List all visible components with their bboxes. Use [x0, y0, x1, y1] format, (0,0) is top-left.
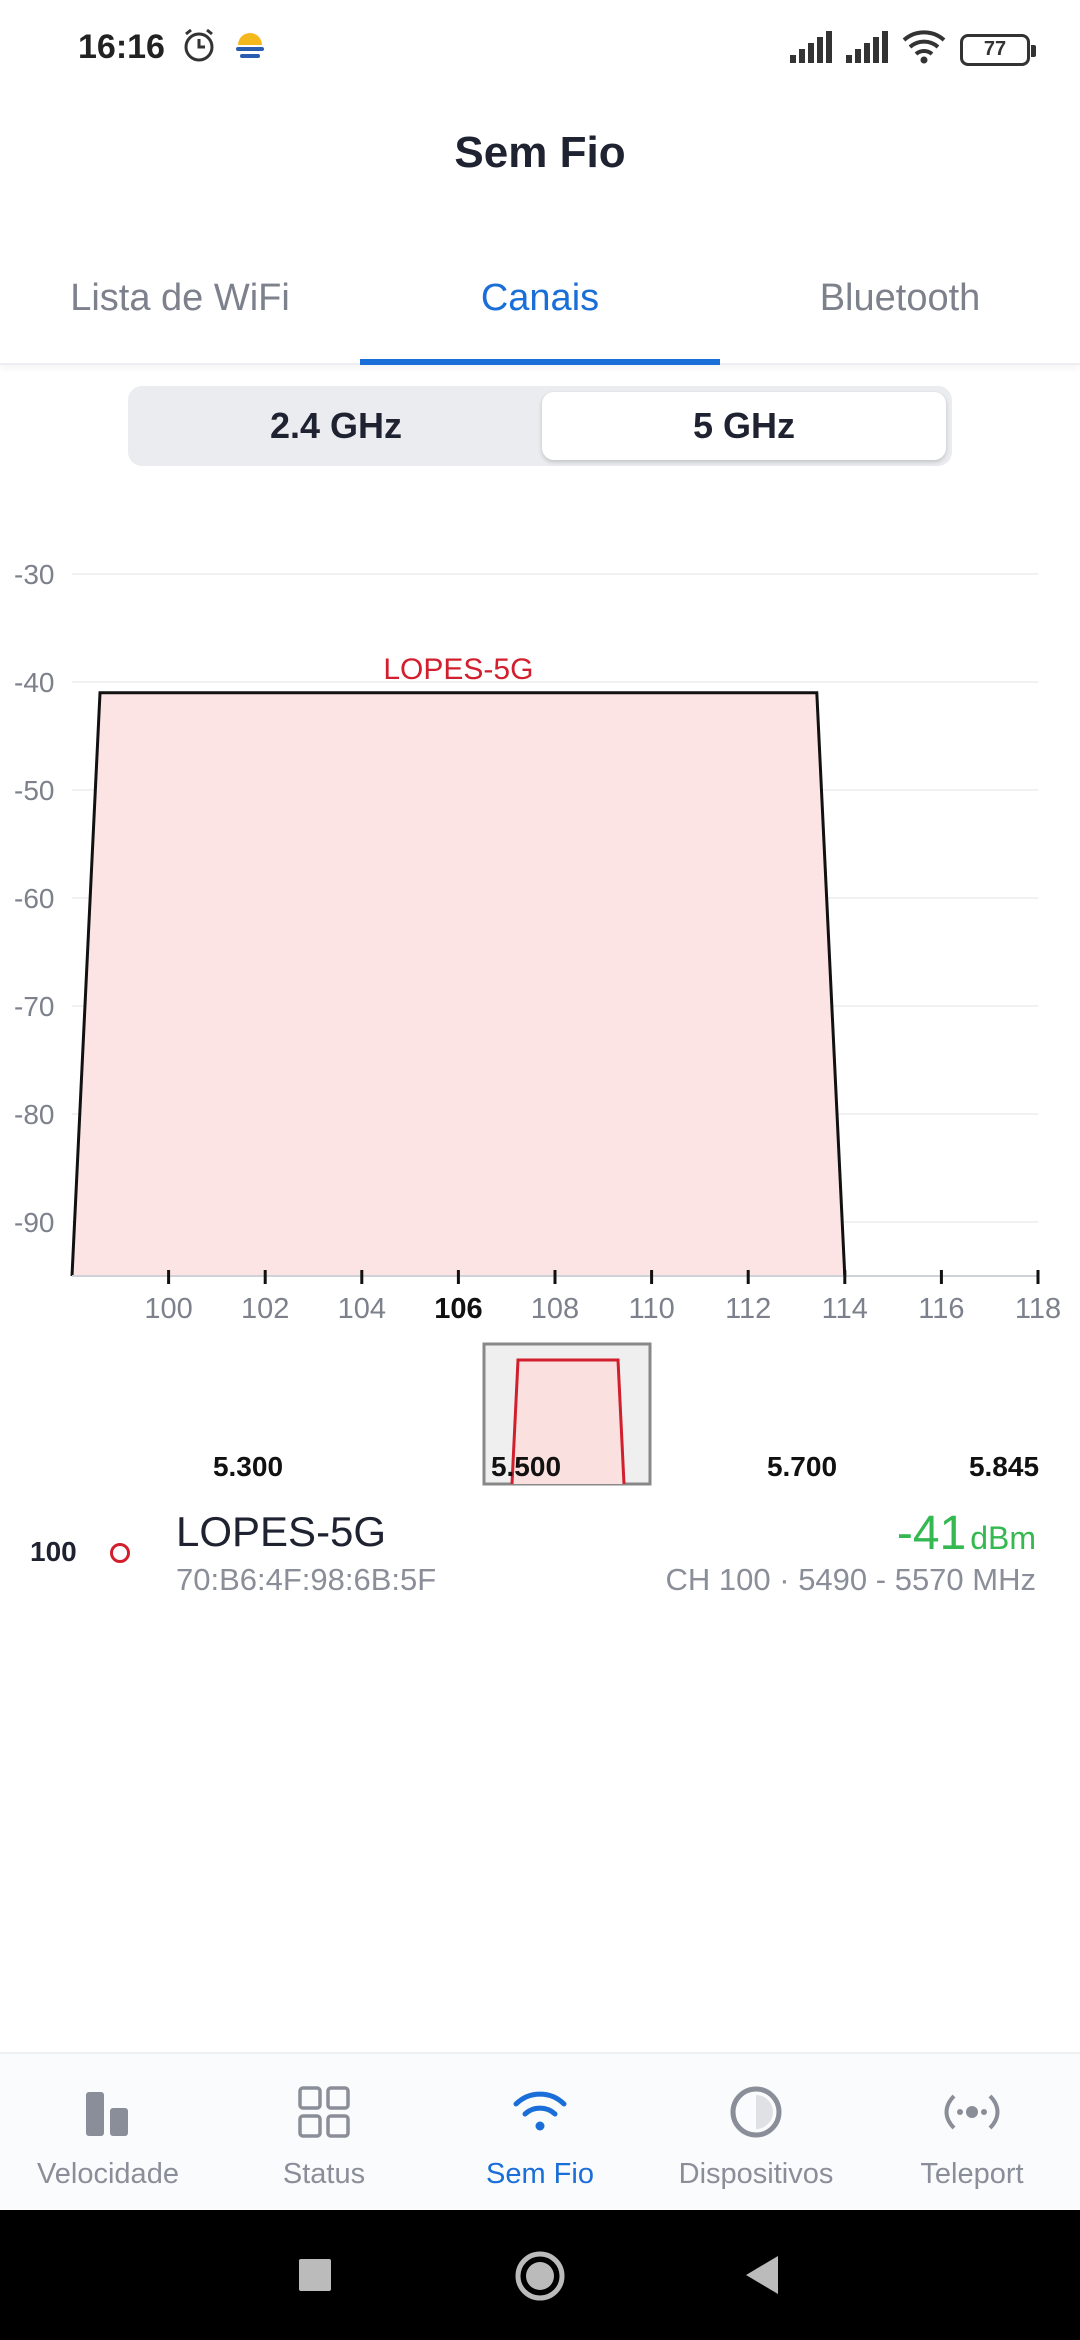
status-time: 16:16 [78, 28, 165, 66]
network-signal-unit: dBm [970, 1520, 1036, 1556]
band-2-4ghz-button[interactable]: 2.4 GHz [269, 405, 403, 446]
x-tick-label: 108 [531, 1293, 579, 1325]
x-tick-label: 102 [241, 1293, 289, 1325]
network-mac: 70:B6:4F:98:6B:5F [176, 1562, 437, 1597]
network-signal: -41 dBm [897, 1506, 1036, 1561]
tab-wifi-list[interactable]: Lista de WiFi [70, 277, 290, 319]
network-ssid: LOPES-5G [176, 1508, 387, 1555]
system-navigation-bar [0, 2210, 1080, 2340]
y-tick-label: -90 [14, 1207, 54, 1238]
weather-icon [232, 27, 268, 68]
signal-icon [790, 31, 832, 68]
wifi-icon [513, 2091, 567, 2131]
nav-label: Status [282, 2158, 366, 2190]
nav-item-dispositivos[interactable]: Dispositivos [648, 2054, 864, 2212]
overview-tick-label: 5.300 [213, 1451, 283, 1482]
network-channel-info: CH 100 · 5490 - 5570 MHz [665, 1562, 1036, 1597]
nav-item-sem-fio[interactable]: Sem Fio [432, 2054, 648, 2212]
y-tick-label: -30 [14, 559, 54, 590]
back-icon[interactable] [742, 2254, 780, 2296]
tab-bar: Lista de WiFi Canais Bluetooth [0, 255, 1080, 365]
x-tick-label: 104 [338, 1293, 386, 1325]
status-bar: 16:16 77 [0, 0, 1080, 100]
tab-active-indicator [360, 359, 720, 365]
x-tick-label: 106 [434, 1293, 482, 1325]
battery-icon: 77 [960, 33, 1036, 66]
y-tick-label: -80 [14, 1099, 54, 1130]
overview-network-area [512, 1360, 624, 1484]
overview-tick-label: 5.845 [969, 1451, 1039, 1482]
network-list-item[interactable]: 100 LOPES-5G 70:B6:4F:98:6B:5F -41 dBm CH… [0, 1500, 1080, 1610]
tab-channels[interactable]: Canais [480, 277, 600, 319]
x-tick-label: 112 [725, 1293, 771, 1325]
x-tick-label: 100 [144, 1293, 192, 1325]
teleport-icon [944, 2094, 1000, 2130]
status-right-icons: 77 [790, 30, 1036, 69]
circle-icon [730, 2086, 782, 2138]
nav-label: Teleport [920, 2158, 1024, 2190]
network-signal-value: -41 [896, 1507, 967, 1560]
x-tick-label: 114 [822, 1293, 868, 1325]
nav-label: Dispositivos [678, 2158, 834, 2190]
speed-bars-icon [86, 2092, 128, 2136]
y-tick-label: -70 [14, 991, 54, 1022]
channel-chart: -30 -40 -50 -60 -70 -80 -90 LOPES-5G 100 102 104 10… [14, 559, 1061, 1325]
home-icon[interactable] [514, 2250, 566, 2302]
wifi-icon [902, 30, 946, 69]
network-area-label: LOPES-5G [383, 653, 533, 686]
nav-item-teleport[interactable]: Teleport [864, 2054, 1080, 2212]
network-outline [70, 691, 847, 1277]
signal-icon [846, 31, 888, 68]
frequency-overview[interactable]: 5.300 5.500 5.700 5.845 [0, 1340, 1080, 1490]
grid-icon [298, 2086, 350, 2138]
alarm-icon [180, 26, 218, 69]
network-color-dot-icon [110, 1543, 130, 1563]
bottom-navigation: Velocidade Status Sem Fio Dispositivos T… [0, 2052, 1080, 2210]
status-left-icons [180, 26, 268, 69]
x-tick-label: 116 [918, 1293, 964, 1325]
nav-item-velocidade[interactable]: Velocidade [0, 2054, 216, 2212]
x-tick-label: 118 [1015, 1293, 1061, 1325]
band-5ghz-button[interactable]: 5 GHz [542, 392, 946, 460]
y-tick-label: -60 [14, 883, 54, 914]
x-tick-label: 110 [628, 1293, 674, 1325]
band-toggle: 2.4 GHz 5 GHz [128, 386, 952, 466]
nav-item-status[interactable]: Status [216, 2054, 432, 2212]
nav-label: Velocidade [37, 2158, 179, 2190]
overview-tick-label: 5.700 [767, 1451, 837, 1482]
network-area [72, 692, 845, 1276]
nav-label: Sem Fio [486, 2158, 594, 2190]
y-tick-label: -50 [14, 775, 54, 806]
overview-tick-label: 5.500 [491, 1451, 561, 1482]
network-channel: 100 [30, 1536, 77, 1567]
page-title: Sem Fio [454, 128, 626, 177]
tab-bluetooth[interactable]: Bluetooth [819, 277, 981, 319]
y-tick-label: -40 [14, 667, 54, 698]
recent-apps-icon[interactable] [298, 2258, 332, 2292]
overview-network-outline [510, 1358, 626, 1485]
